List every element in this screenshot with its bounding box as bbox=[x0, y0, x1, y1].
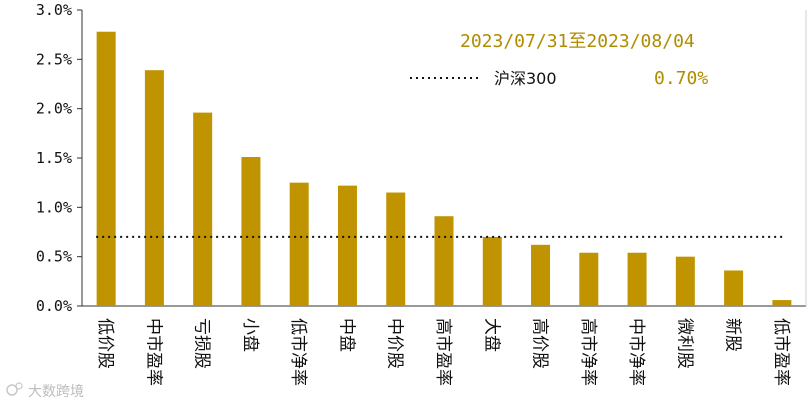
x-category-label: 微利股 bbox=[674, 318, 694, 369]
x-category-label: 高价股 bbox=[530, 318, 550, 369]
x-category-label: 大盘 bbox=[481, 318, 501, 352]
y-ticks: 0.0% 0.5% 1.0% 1.5% 2.0% 2.5% 3.0% bbox=[36, 1, 82, 315]
x-category-label: 中市净率 bbox=[626, 318, 646, 386]
y-tick-label: 3.0% bbox=[36, 1, 72, 19]
y-tick-label: 1.5% bbox=[36, 149, 72, 167]
bar bbox=[579, 252, 599, 306]
y-tick-label: 2.5% bbox=[36, 50, 72, 68]
bars bbox=[96, 31, 792, 307]
legend-label: 沪深300 bbox=[494, 69, 557, 88]
bar bbox=[386, 192, 406, 306]
bar bbox=[144, 70, 164, 306]
x-category-label: 高市净率 bbox=[578, 318, 598, 386]
bar bbox=[337, 185, 357, 306]
bar bbox=[193, 112, 213, 306]
bar bbox=[772, 300, 792, 306]
legend: 沪深300 0.70% bbox=[410, 68, 708, 89]
x-category-label: 中价股 bbox=[385, 318, 405, 369]
bar bbox=[241, 157, 261, 306]
x-category-label: 小盘 bbox=[240, 318, 260, 352]
x-category-label: 亏损股 bbox=[192, 318, 212, 369]
x-category-label: 新股 bbox=[723, 318, 743, 352]
bar bbox=[289, 182, 309, 306]
bar bbox=[434, 216, 454, 306]
bar bbox=[675, 256, 695, 306]
plot-area: 0.0% 0.5% 1.0% 1.5% 2.0% 2.5% 3.0% 低价股 中市盈率 亏损股 小… bbox=[36, 1, 807, 386]
y-tick-label: 0.5% bbox=[36, 248, 72, 266]
x-category-label: 低价股 bbox=[95, 318, 115, 369]
x-category-label: 中市盈率 bbox=[143, 318, 163, 386]
x-category-label: 低市净率 bbox=[288, 318, 308, 386]
watermark-logo-icon bbox=[6, 384, 18, 396]
watermark-text: 大数跨境 bbox=[28, 384, 84, 400]
bar bbox=[627, 252, 647, 306]
x-category-labels: 低价股 中市盈率 亏损股 小盘 低市净率 中盘 中价股 高市盈率 大盘 高价股 高市净率 中市净率 微利… bbox=[95, 318, 791, 386]
bar bbox=[96, 31, 116, 307]
watermark-logo-icon-inner bbox=[15, 382, 23, 390]
bar bbox=[724, 270, 744, 306]
bar bbox=[531, 244, 551, 306]
y-tick-label: 1.0% bbox=[36, 198, 72, 216]
y-tick-label: 0.0% bbox=[36, 297, 72, 315]
watermark: 大数跨境 bbox=[6, 382, 84, 400]
x-category-label: 高市盈率 bbox=[433, 318, 453, 386]
x-category-label: 低市盈率 bbox=[771, 318, 791, 386]
y-tick-label: 2.0% bbox=[36, 100, 72, 118]
legend-value: 0.70% bbox=[654, 68, 708, 89]
date-range-annotation: 2023/07/31至2023/08/04 bbox=[460, 31, 695, 52]
x-category-label: 中盘 bbox=[336, 318, 356, 352]
bar bbox=[482, 236, 502, 306]
